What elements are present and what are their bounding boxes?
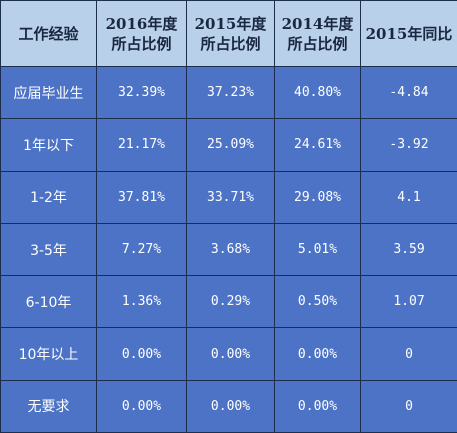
- cell-2014-ratio: 0.00%: [275, 380, 361, 432]
- header-2016-line2: 所占比例: [97, 34, 186, 54]
- cell-2016-ratio: 1.36%: [97, 276, 187, 328]
- header-2016-ratio: 2016年度 所占比例: [97, 1, 187, 67]
- header-2016-line1: 2016年度: [97, 14, 186, 34]
- row-label: 6-10年: [1, 276, 97, 328]
- cell-2014-ratio: 40.80%: [275, 67, 361, 119]
- cell-2015-yoy: 1.07: [361, 276, 457, 328]
- row-label: 无要求: [1, 380, 97, 432]
- cell-2014-ratio: 5.01%: [275, 223, 361, 275]
- header-2015-ratio: 2015年度 所占比例: [187, 1, 275, 67]
- cell-2015-yoy: 0: [361, 380, 457, 432]
- cell-2014-ratio: 0.00%: [275, 328, 361, 380]
- cell-2016-ratio: 32.39%: [97, 67, 187, 119]
- table-row: 3-5年 7.27% 3.68% 5.01% 3.59: [1, 223, 457, 275]
- row-label: 1年以下: [1, 119, 97, 171]
- table-row: 应届毕业生 32.39% 37.23% 40.80% -4.84: [1, 67, 457, 119]
- cell-2015-ratio: 0.00%: [187, 328, 275, 380]
- cell-2015-yoy: 4.1: [361, 171, 457, 223]
- cell-2016-ratio: 7.27%: [97, 223, 187, 275]
- row-label: 10年以上: [1, 328, 97, 380]
- header-experience-text: 工作经验: [1, 24, 96, 44]
- table-row: 1-2年 37.81% 33.71% 29.08% 4.1: [1, 171, 457, 223]
- cell-2015-ratio: 37.23%: [187, 67, 275, 119]
- header-2014-line2: 所占比例: [275, 34, 360, 54]
- cell-2014-ratio: 0.50%: [275, 276, 361, 328]
- table-row: 1年以下 21.17% 25.09% 24.61% -3.92: [1, 119, 457, 171]
- table-header-row: 工作经验 2016年度 所占比例 2015年度 所占比例 2014年度 所占比例…: [1, 1, 457, 67]
- cell-2016-ratio: 0.00%: [97, 328, 187, 380]
- cell-2016-ratio: 21.17%: [97, 119, 187, 171]
- cell-2015-ratio: 33.71%: [187, 171, 275, 223]
- header-2014-ratio: 2014年度 所占比例: [275, 1, 361, 67]
- header-2014-line1: 2014年度: [275, 14, 360, 34]
- table-row: 10年以上 0.00% 0.00% 0.00% 0: [1, 328, 457, 380]
- cell-2014-ratio: 24.61%: [275, 119, 361, 171]
- cell-2016-ratio: 0.00%: [97, 380, 187, 432]
- header-2015-yoy: 2015年同比: [361, 1, 457, 67]
- row-label: 3-5年: [1, 223, 97, 275]
- cell-2015-yoy: 3.59: [361, 223, 457, 275]
- cell-2015-ratio: 0.00%: [187, 380, 275, 432]
- header-2015-line2: 所占比例: [187, 34, 274, 54]
- cell-2015-ratio: 3.68%: [187, 223, 275, 275]
- cell-2014-ratio: 29.08%: [275, 171, 361, 223]
- cell-2015-yoy: -4.84: [361, 67, 457, 119]
- cell-2015-ratio: 25.09%: [187, 119, 275, 171]
- cell-2015-yoy: 0: [361, 328, 457, 380]
- table-row: 6-10年 1.36% 0.29% 0.50% 1.07: [1, 276, 457, 328]
- cell-2015-yoy: -3.92: [361, 119, 457, 171]
- row-label: 应届毕业生: [1, 67, 97, 119]
- table-row: 无要求 0.00% 0.00% 0.00% 0: [1, 380, 457, 432]
- header-2015-line1: 2015年度: [187, 14, 274, 34]
- cell-2015-ratio: 0.29%: [187, 276, 275, 328]
- header-experience: 工作经验: [1, 1, 97, 67]
- row-label: 1-2年: [1, 171, 97, 223]
- header-2015-yoy-text: 2015年同比: [361, 24, 457, 44]
- cell-2016-ratio: 37.81%: [97, 171, 187, 223]
